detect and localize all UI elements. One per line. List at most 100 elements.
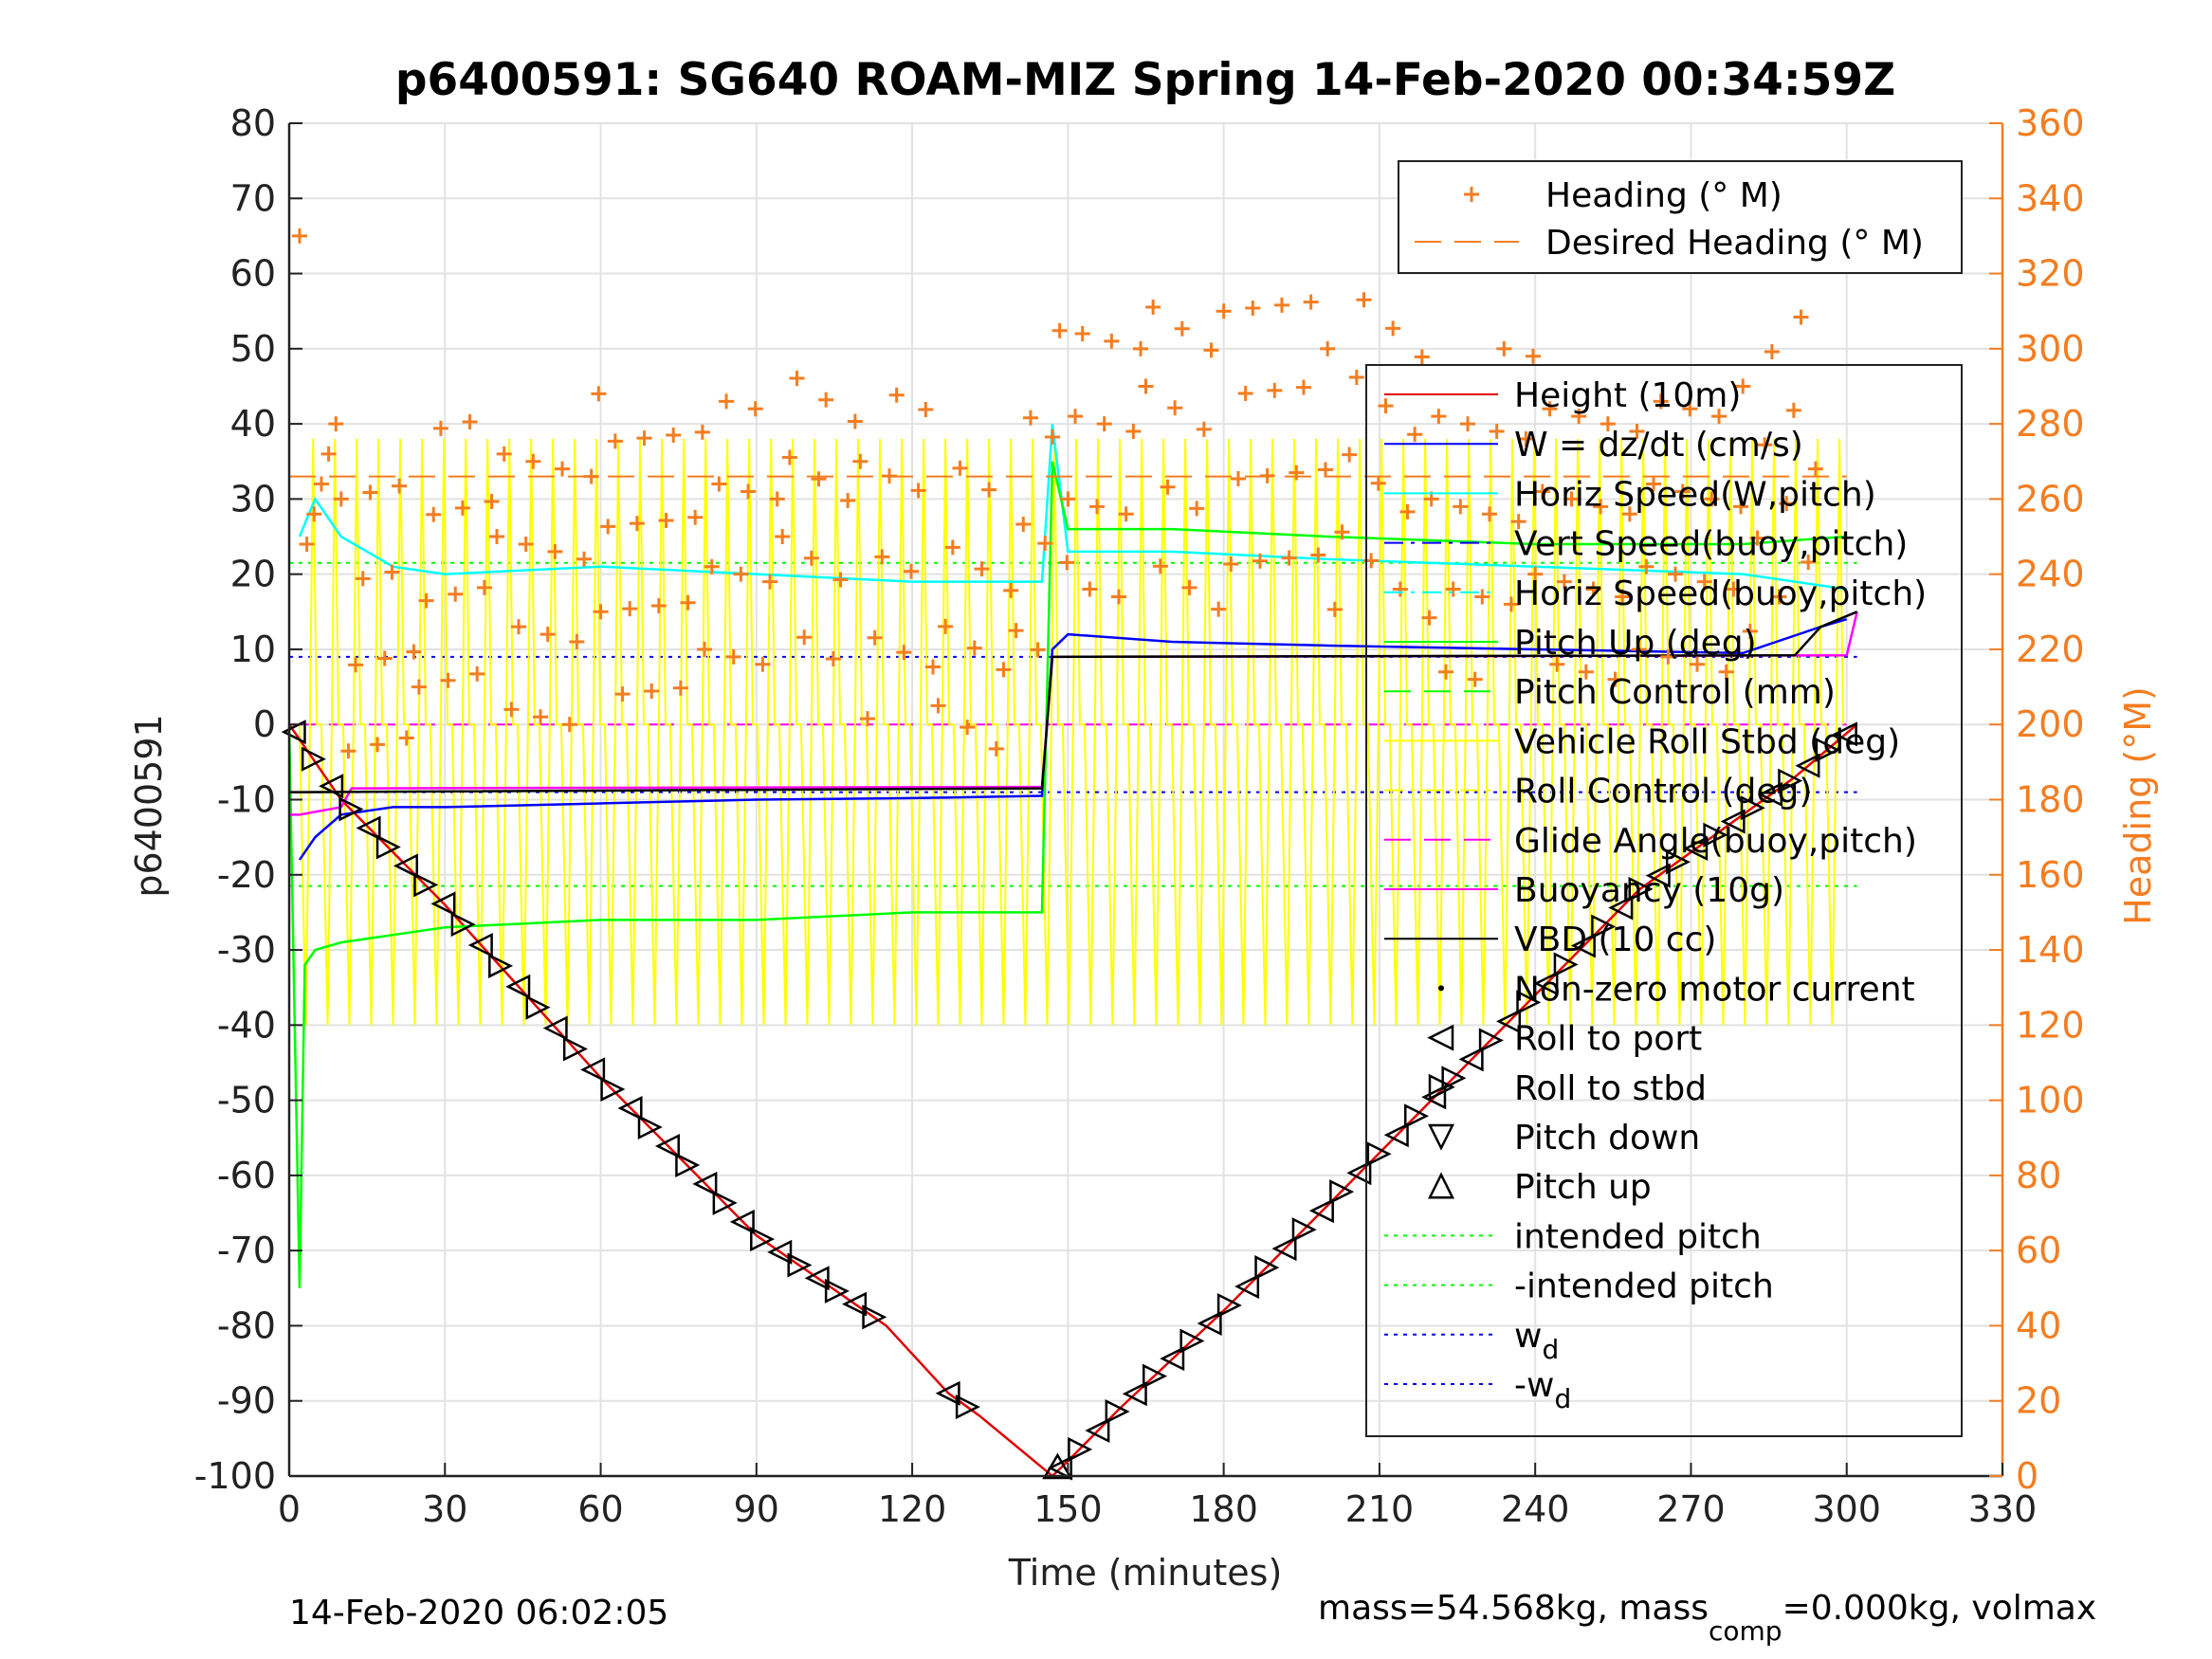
heading-point — [340, 743, 356, 759]
heading-point — [1237, 386, 1253, 402]
legend-main-label: Non-zero motor current — [1514, 970, 1915, 1009]
heading-point — [426, 506, 442, 522]
motor-marker — [430, 891, 456, 917]
heading-point — [704, 558, 720, 574]
motor-marker — [281, 720, 306, 745]
legend-main-label: Vert Speed(buoy,pitch) — [1514, 525, 1908, 564]
heading-point — [1181, 579, 1197, 595]
y-tick-label: -20 — [217, 854, 276, 896]
heading-point — [867, 629, 883, 646]
heading-point — [1334, 524, 1350, 540]
heading-point — [1281, 550, 1297, 566]
heading-point — [1510, 514, 1526, 530]
footer-mass-sub: comp — [1709, 1615, 1782, 1647]
y2-tick-label: 180 — [2016, 779, 2085, 821]
heading-point — [1399, 503, 1416, 520]
heading-point — [666, 428, 682, 444]
heading-point — [938, 618, 954, 634]
motor-marker — [1421, 1085, 1447, 1110]
motor-marker — [1778, 768, 1803, 793]
heading-point — [398, 730, 414, 746]
heading-point — [629, 516, 645, 532]
heading-point — [1460, 416, 1475, 432]
heading-point — [687, 509, 704, 525]
heading-point — [781, 449, 797, 465]
heading-point — [1431, 409, 1447, 425]
motor-marker — [505, 974, 531, 999]
heading-point — [852, 453, 868, 469]
motor-marker — [787, 1252, 813, 1278]
heading-point — [299, 536, 315, 552]
x-tick-label: 270 — [1656, 1488, 1726, 1530]
heading-point — [1534, 483, 1550, 500]
heading-point — [591, 386, 607, 402]
heading-point — [1074, 325, 1090, 341]
heading-point — [593, 604, 609, 620]
heading-point — [1785, 402, 1801, 418]
motor-marker — [1516, 990, 1542, 1015]
legend-main-box — [1365, 364, 1963, 1437]
heading-point — [370, 737, 386, 753]
heading-point — [1378, 398, 1394, 414]
footer-timestamp: 14-Feb-2020 06:02:05 — [289, 1594, 668, 1632]
motor-marker — [862, 1304, 887, 1330]
x-tick-label: 30 — [422, 1488, 467, 1530]
legend-main-marker — [1438, 985, 1444, 992]
y-tick-label: 80 — [230, 102, 276, 144]
heading-point — [576, 551, 593, 567]
heading-point — [1407, 427, 1423, 443]
motor-marker — [1234, 1274, 1260, 1300]
heading-point — [1295, 379, 1311, 395]
heading-point — [614, 686, 631, 702]
heading-point — [825, 650, 841, 666]
heading-point — [511, 619, 527, 635]
pitch-up-marker — [1042, 1452, 1073, 1480]
heading-point — [789, 371, 805, 387]
y-tick-label: -80 — [217, 1304, 276, 1346]
legend-main-label: Glide Angle(buoy,pitch) — [1514, 822, 1917, 861]
heading-point — [832, 572, 849, 588]
heading-point — [775, 529, 791, 545]
x-tick-label: 240 — [1501, 1488, 1570, 1530]
heading-point — [362, 484, 378, 501]
heading-point — [1317, 462, 1333, 478]
heading-point — [1051, 322, 1068, 338]
heading-point — [1638, 558, 1654, 574]
y2-tick-label: 360 — [2016, 102, 2085, 144]
heading-point — [1252, 553, 1268, 569]
heading-point — [711, 476, 727, 492]
motor-marker — [675, 1152, 701, 1177]
heading-point — [903, 563, 919, 579]
heading-point — [1303, 294, 1319, 310]
heading-point — [1779, 496, 1795, 512]
heading-point — [333, 491, 349, 507]
heading-point — [1438, 664, 1453, 680]
y-axis-label: p6400591 — [128, 714, 170, 897]
y2-tick-label: 100 — [2016, 1080, 2085, 1121]
x-tick-label: 0 — [278, 1488, 301, 1530]
legend-main-label: -wd — [1514, 1366, 1571, 1414]
heading-point — [1453, 499, 1469, 515]
heading-point — [1060, 491, 1076, 507]
heading-point — [348, 657, 364, 673]
heading-point — [569, 634, 585, 650]
heading-point — [1133, 340, 1149, 356]
motor-marker — [767, 1239, 793, 1265]
heading-point — [1742, 623, 1758, 639]
heading-point — [448, 586, 464, 602]
y2-tick-label: 60 — [2016, 1230, 2061, 1271]
heading-point — [697, 641, 713, 657]
heading-point — [1167, 400, 1183, 416]
y2-tick-label: 240 — [2016, 554, 2085, 595]
footer-mass: mass=54.568kg, masscomp=0.000kg, volmax — [1318, 1589, 2096, 1647]
heading-point — [1711, 409, 1728, 425]
heading-point — [1189, 501, 1205, 517]
heading-point — [1801, 554, 1817, 570]
motor-marker — [804, 1266, 830, 1291]
footer-mass-b: =0.000kg, volmax — [1782, 1589, 2097, 1628]
motor-marker — [1683, 836, 1709, 862]
heading-point — [840, 492, 856, 508]
heading-point — [818, 392, 834, 408]
motor-marker — [842, 1291, 868, 1317]
motor-marker — [393, 853, 419, 879]
